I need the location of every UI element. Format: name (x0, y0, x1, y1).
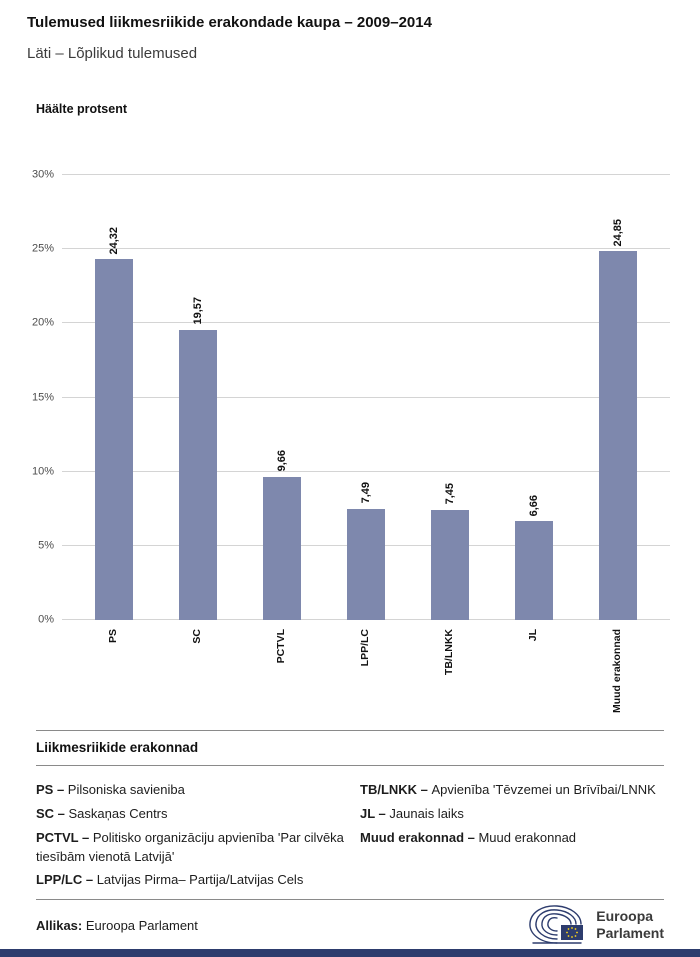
source-label: Allikas: (36, 917, 83, 933)
bottom-accent-bar (0, 949, 700, 957)
bar (515, 521, 553, 620)
y-axis-title: Häälte protsent (36, 102, 127, 116)
x-category-label: PS (107, 629, 120, 644)
divider-top (36, 730, 664, 731)
legend-item: SC – Saskaņas Centrs (36, 805, 168, 821)
y-tick-label: 30% (31, 168, 54, 181)
x-category-label: JL (527, 629, 540, 642)
y-tick-label: 10% (31, 465, 54, 478)
x-category-label: LPP/LC (359, 629, 372, 667)
legend-item: LPP/LC – Latvijas Pirma– Partija/Latvija… (36, 872, 304, 888)
y-tick-label: 5% (38, 539, 54, 552)
page-subtitle: Läti – Lõplikud tulemused (27, 45, 198, 62)
bar (347, 508, 385, 620)
page-title: Tulemused liikmesriikide erakondade kaup… (27, 14, 432, 31)
x-category-label: Muud erakonnad (611, 629, 624, 714)
ep-logo-word-1: Euroopa (596, 908, 654, 925)
ep-hemicycle-logo-icon (529, 905, 584, 944)
bar-group: 24,32 PS (72, 175, 156, 643)
gridline (62, 322, 670, 324)
bar-chart: 0% 5% 10% 15% 20% 25% 30% 24,32 PS 19,57 SC 9,66 PC… (32, 169, 670, 713)
y-tick-label: 25% (31, 242, 54, 255)
eu-flag-icon (561, 925, 584, 940)
bar-value-label: 7,45 (443, 483, 456, 505)
bar (95, 259, 133, 620)
bar-value-label: 24,85 (611, 218, 624, 247)
bar (263, 476, 301, 620)
x-category-label: PCTVL (275, 629, 288, 664)
bar-value-label: 9,66 (275, 450, 288, 472)
bar-group: 24,85 Muud erakonnad (576, 175, 660, 713)
y-tick-label: 20% (31, 316, 54, 329)
gridline (62, 470, 670, 472)
bar-value-label: 19,57 (191, 297, 204, 325)
gridline (62, 396, 670, 398)
footer: Allikas: Euroopa Parlament (36, 899, 664, 947)
divider-footer (36, 899, 664, 900)
ep-logo-wordmark: Euroopa Parlament (596, 908, 664, 942)
bar-value-label: 6,66 (527, 494, 540, 517)
legend-columns: PS – Pilsoniska savieniba SC – Saskaņas C… (36, 766, 664, 895)
bar-group: 6,66 JL (492, 175, 576, 641)
gridline (62, 248, 670, 250)
ep-logo-word-2: Parlament (596, 925, 664, 941)
legend-item: PCTVL – Politisko organizāciju apvienība… (36, 829, 344, 864)
legend-column-left: PS – Pilsoniska savieniba SC – Saskaņas C… (36, 781, 344, 895)
bar (431, 509, 469, 620)
source-text: Allikas: Euroopa Parlament (36, 918, 198, 933)
bar-value-label: 7,49 (359, 482, 372, 504)
ep-logo: Euroopa Parlament (527, 903, 664, 947)
bar (179, 329, 217, 620)
bar-value-label: 24,32 (107, 226, 120, 255)
x-category-label: SC (191, 629, 204, 644)
legend-item: PS – Pilsoniska savieniba (36, 782, 185, 797)
divider-middle (36, 765, 664, 766)
bar-group: 9,66 PCTVL (240, 175, 324, 663)
legend-item: Muud erakonnad – Muud erakonnad (360, 829, 577, 845)
legend-item: TB/LNKK – Apvienība 'Tēvzemei un Brīvība… (360, 782, 656, 797)
y-tick-label: 0% (38, 613, 54, 626)
legend-heading: Liikmesriikide erakonnad (36, 740, 199, 755)
source-value: Euroopa Parlament (85, 917, 198, 933)
gridline (62, 174, 670, 175)
x-category-label: TB/LNKK (443, 629, 456, 676)
bar (599, 251, 637, 620)
y-tick-label: 15% (31, 391, 54, 403)
bar-group: 7,49 LPP/LC (324, 175, 408, 666)
legend-item: JL – Jaunais laiks (360, 805, 464, 821)
legend-section: Liikmesriikide erakonnad PS – Pilsoniska… (36, 730, 664, 895)
bar-group: 7,45 TB/LNKK (408, 175, 492, 675)
bars-area: 24,32 PS 19,57 SC 9,66 PCTVL 7,49 LPP/LC 7,45 TB/… (72, 175, 660, 713)
bar-group: 19,57 SC (156, 175, 240, 644)
legend-column-right: TB/LNKK – Apvienība 'Tēvzemei un Brīvība… (360, 781, 664, 895)
